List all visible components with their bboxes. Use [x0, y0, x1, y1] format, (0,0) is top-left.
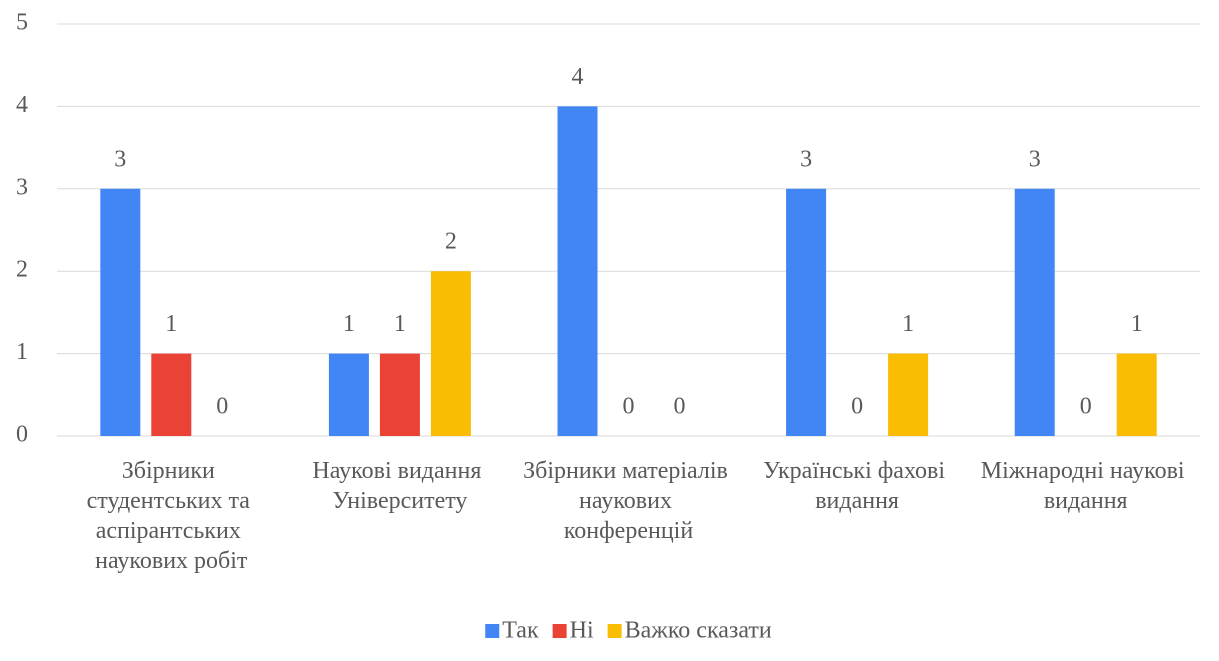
legend: Так Ні Важко сказати	[485, 618, 772, 644]
data-label: 1	[1131, 311, 1143, 337]
bar	[1116, 353, 1157, 436]
y-tick-label: 1	[16, 339, 28, 365]
data-label: 0	[623, 394, 635, 420]
data-label: 0	[216, 394, 228, 420]
data-label: 1	[902, 311, 914, 337]
data-label: 1	[394, 311, 406, 337]
legend-label: Так	[502, 618, 539, 644]
legend-label: Ні	[570, 618, 594, 644]
y-tick-label: 0	[16, 422, 28, 448]
legend-swatch	[485, 624, 500, 638]
x-tick-label: Збірники матеріалів наукових конференцій	[523, 458, 734, 544]
y-tick-label: 5	[16, 10, 28, 36]
bar	[430, 271, 471, 436]
data-label: 3	[1029, 146, 1041, 172]
bar	[100, 188, 141, 436]
data-label: 2	[445, 229, 457, 255]
legend-swatch	[607, 624, 622, 638]
data-label: 3	[800, 146, 812, 172]
y-tick-label: 2	[16, 257, 28, 283]
data-label: 1	[165, 311, 177, 337]
bar	[379, 353, 420, 436]
legend-swatch	[552, 624, 567, 638]
x-tick-label: Українські фахові видання	[763, 458, 951, 514]
data-label: 1	[343, 311, 355, 337]
x-tick-label: Міжнародні наукові видання	[981, 458, 1191, 514]
data-label: 3	[114, 146, 126, 172]
bar	[786, 188, 827, 436]
data-label: 0	[851, 394, 863, 420]
x-tick-label: Наукові видання Університету	[312, 458, 487, 514]
y-tick-label: 3	[16, 174, 28, 200]
x-tick-label: Збірники студентських та аспірантських н…	[87, 458, 256, 574]
bar	[1014, 188, 1055, 436]
bar	[557, 106, 598, 437]
data-label: 0	[674, 394, 686, 420]
y-tick-label: 4	[16, 92, 28, 118]
bar	[888, 353, 929, 436]
bar	[151, 353, 192, 436]
bar	[328, 353, 369, 436]
legend-label: Важко сказати	[625, 618, 772, 644]
data-label: 4	[572, 64, 584, 90]
data-label: 0	[1080, 394, 1092, 420]
